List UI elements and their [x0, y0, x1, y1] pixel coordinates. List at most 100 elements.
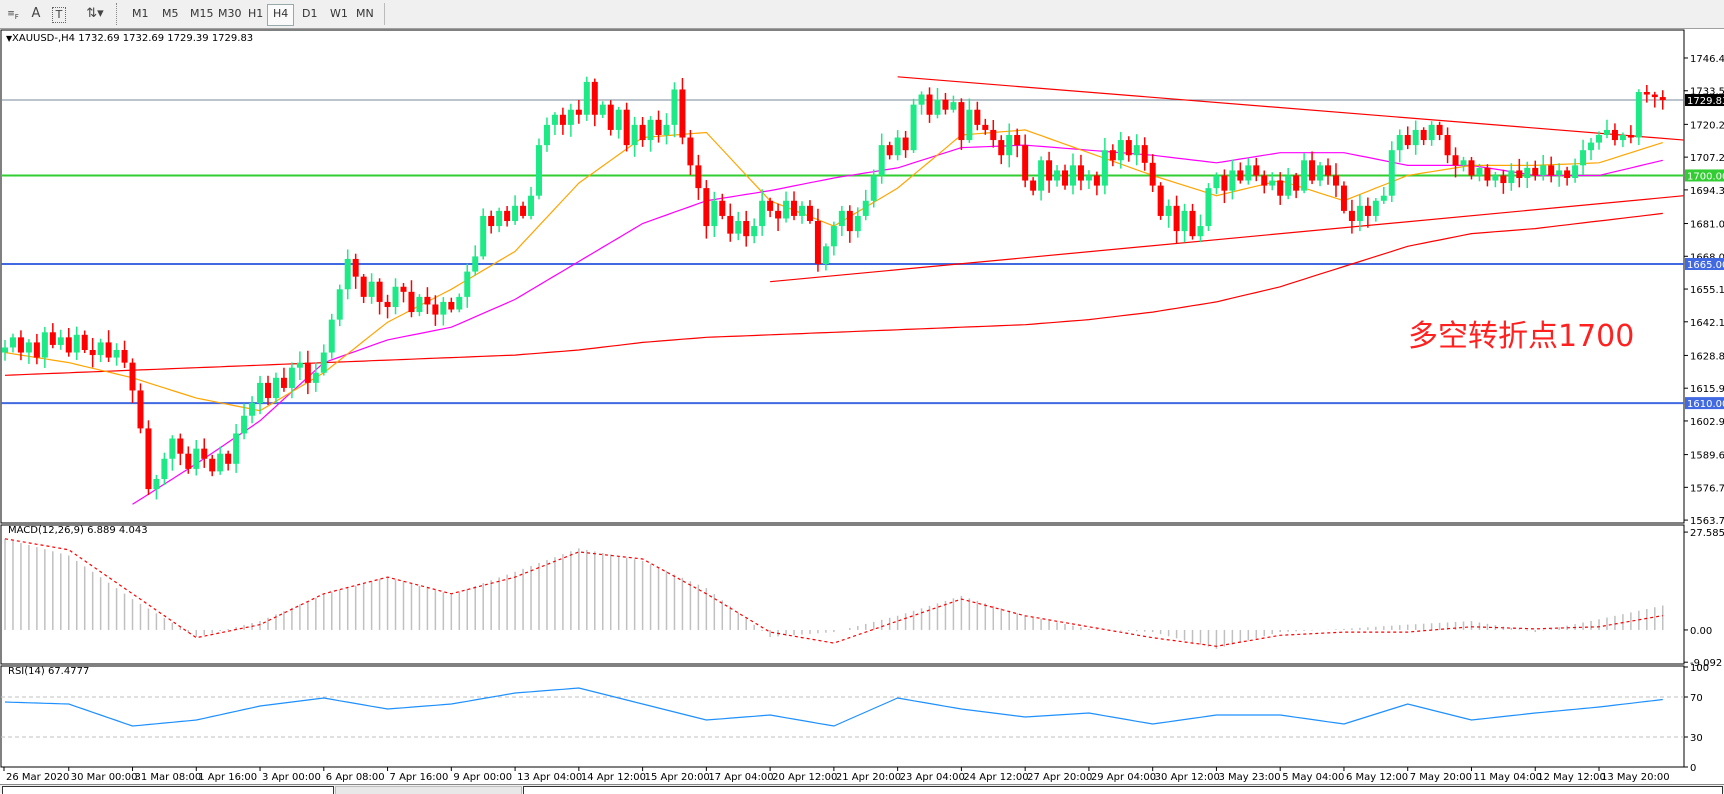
candle-body	[910, 104, 917, 151]
price-tick-label: 1589.65	[1690, 451, 1724, 462]
candle	[966, 98, 973, 143]
candle-body	[1125, 140, 1132, 156]
timeframe-m5[interactable]: M5	[162, 7, 179, 20]
time-label: 17 Apr 04:00	[708, 772, 773, 783]
candle	[990, 120, 997, 148]
candle	[209, 454, 216, 477]
candle-body	[806, 205, 813, 221]
timeframe-m30[interactable]: M30	[218, 7, 242, 20]
candle-body	[830, 226, 837, 247]
time-label: 29 Apr 04:00	[1091, 772, 1156, 783]
candle	[591, 78, 598, 127]
candle-body	[1062, 170, 1069, 186]
arrows-icon[interactable]: ⇅▾	[86, 6, 104, 21]
candle-body	[368, 281, 375, 297]
candle	[799, 201, 805, 224]
candle	[97, 338, 104, 363]
candle-body	[280, 377, 287, 388]
candle	[1588, 138, 1595, 161]
text-a-icon[interactable]: A	[31, 6, 41, 21]
candle	[543, 117, 550, 152]
candle-body	[89, 349, 96, 356]
candle	[25, 339, 32, 364]
bottom-tab[interactable]	[335, 786, 522, 794]
bottom-tab[interactable]	[2, 786, 334, 794]
candle-body	[535, 145, 542, 196]
timeframe-d1[interactable]: D1	[302, 7, 318, 20]
candle-body	[1197, 226, 1204, 237]
candle-body	[185, 453, 192, 469]
candle	[687, 129, 694, 175]
time-label: 14 Apr 12:00	[581, 772, 646, 783]
candle-body	[73, 334, 80, 353]
candle-body	[121, 349, 128, 363]
rsi-pane-frame	[0, 665, 1685, 768]
rsi-title: RSI(14) 67.4777	[8, 666, 89, 677]
time-label: 23 Apr 04:00	[900, 772, 965, 783]
candle-body	[153, 478, 160, 490]
time-label: 12 May 12:00	[1537, 772, 1606, 783]
candle-body	[934, 99, 941, 115]
candle-body	[137, 390, 144, 429]
candle	[759, 189, 766, 236]
candle	[1022, 134, 1029, 188]
candle-body	[623, 109, 630, 146]
candle-body	[838, 210, 845, 227]
candle-body	[894, 137, 901, 156]
chart-canvas[interactable]: 1746.45 1733.50 1720.20 1707.25 1694.30 1681.…	[0, 28, 1724, 784]
candle	[830, 221, 837, 256]
candle	[408, 280, 415, 318]
timeframe-h4[interactable]: H4	[267, 4, 295, 26]
candle-body	[1213, 175, 1220, 189]
candle-body	[201, 448, 208, 459]
candle-body	[982, 124, 989, 130]
candle-body	[775, 210, 782, 219]
candle	[1452, 147, 1459, 178]
candle-body	[288, 367, 295, 388]
candle	[1006, 123, 1013, 168]
candle-body	[1611, 129, 1618, 141]
candle	[1309, 151, 1316, 185]
candle-body	[902, 137, 909, 151]
candle-body	[1372, 200, 1379, 216]
candle	[312, 362, 319, 392]
candle	[1651, 91, 1658, 108]
price-tick-label: 1681.00	[1690, 220, 1724, 231]
timeframe-w1[interactable]: W1	[330, 7, 348, 20]
candle	[217, 446, 224, 475]
candle	[328, 313, 335, 359]
candle	[1611, 123, 1618, 146]
candle-body	[1261, 175, 1268, 186]
candle-body	[65, 337, 72, 353]
collapse-triangle-icon[interactable]: ▼	[6, 34, 13, 43]
candle	[1317, 161, 1324, 187]
bottom-tab[interactable]	[523, 786, 1723, 794]
timeframe-m15[interactable]: M15	[190, 7, 214, 20]
candle	[1221, 169, 1228, 204]
candle-body	[974, 109, 981, 125]
candle	[982, 118, 989, 135]
candle	[695, 154, 702, 200]
candle-body	[392, 286, 399, 307]
trendline-0	[897, 76, 1685, 141]
timeframe-m1[interactable]: M1	[132, 7, 149, 20]
candle	[1372, 198, 1379, 222]
candle-body	[97, 342, 104, 356]
candle-body	[1301, 160, 1308, 191]
candle-body	[209, 458, 216, 472]
candle	[631, 116, 638, 157]
grid-f-icon[interactable]: ≡F	[7, 9, 19, 21]
candle	[352, 253, 359, 289]
timeframe-mn[interactable]: MN	[356, 7, 374, 20]
candle	[288, 362, 295, 399]
candle	[1332, 163, 1339, 197]
candle-body	[711, 200, 718, 227]
candle	[1205, 183, 1212, 232]
level-label-bg	[1685, 257, 1724, 270]
candle	[9, 333, 16, 353]
text-box-icon[interactable]: T	[52, 7, 66, 23]
timeframe-h1[interactable]: H1	[248, 7, 264, 20]
candle	[41, 326, 48, 369]
candle-body	[1556, 170, 1563, 176]
candle-body	[1069, 165, 1076, 186]
